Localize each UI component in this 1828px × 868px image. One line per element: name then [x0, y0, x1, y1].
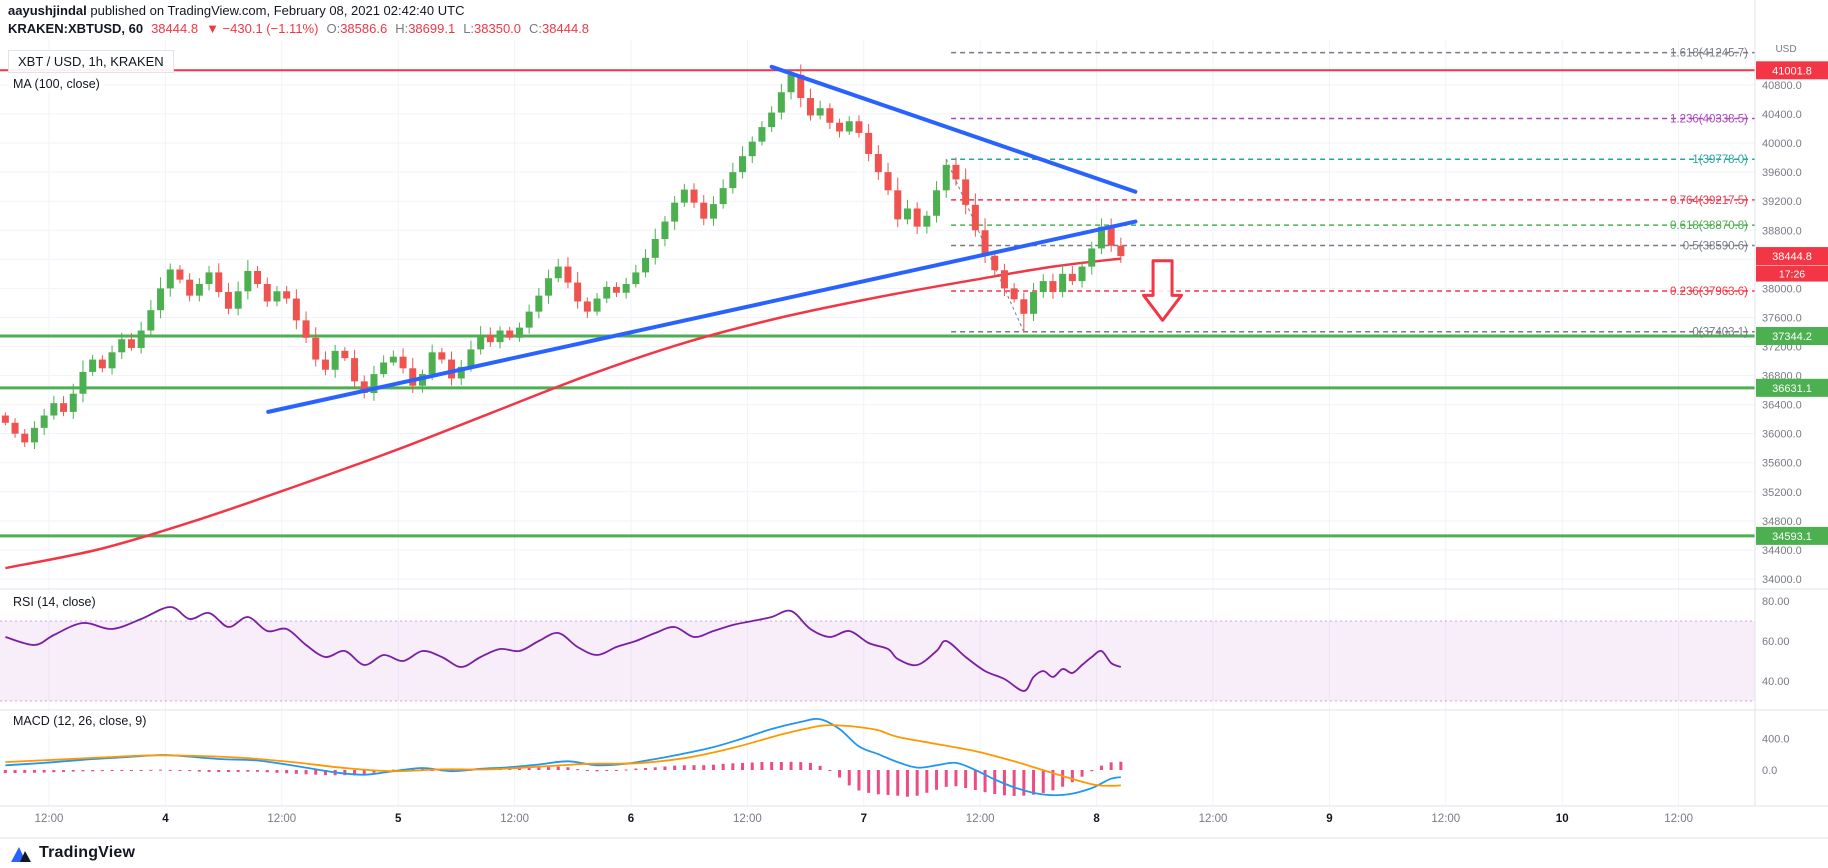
- time-axis[interactable]: 12:00 4 12:00 5 12:00 6 12:00 7 12:00 8 12:00 9 12:0…: [35, 813, 1693, 825]
- last-price-badge: 38444.8: [1756, 247, 1828, 266]
- svg-text:38444.8: 38444.8: [1772, 251, 1812, 263]
- publisher-name: aayushjindal: [8, 3, 87, 18]
- time-tick: 12:00: [500, 813, 529, 825]
- fib-label-1: 1(39778.0): [1692, 154, 1748, 166]
- macd-legend[interactable]: MACD (12, 26, close, 9): [9, 713, 151, 729]
- time-tick: 12:00: [733, 813, 762, 825]
- time-tick: 8: [1093, 813, 1100, 825]
- time-tick: 4: [162, 813, 169, 825]
- price-tick: 35200.0: [1762, 487, 1802, 499]
- publish-date: February 08, 2021 02:42:40 UTC: [273, 3, 465, 18]
- price-tick: 36000.0: [1762, 429, 1802, 441]
- ohlc-close: C:38444.8: [529, 21, 590, 36]
- svg-text:17:26: 17:26: [1779, 269, 1805, 281]
- time-tick: 12:00: [966, 813, 995, 825]
- fib-label-0.618: 0.618(38870.8): [1670, 220, 1748, 232]
- macd-tick: 0.0: [1762, 765, 1777, 777]
- macd-histogram: [3, 761, 1123, 797]
- fib-connector: [945, 159, 1025, 332]
- rsi-tick: 40.00: [1762, 676, 1790, 688]
- ma-legend[interactable]: MA (100, close): [9, 76, 104, 92]
- axis-badge-36631.1: 36631.1: [1756, 378, 1828, 397]
- rsi-legend[interactable]: RSI (14, close): [9, 594, 100, 610]
- time-tick: 5: [395, 813, 402, 825]
- time-tick: 7: [861, 813, 867, 825]
- fib-label-1.236: 1.236(40338.5): [1670, 113, 1748, 125]
- svg-text:37344.2: 37344.2: [1772, 331, 1812, 343]
- axis-badge-34593.1: 34593.1: [1756, 526, 1828, 545]
- price-tick: 35600.0: [1762, 458, 1802, 470]
- axis-badge-41001.8: 41001.8: [1756, 61, 1828, 80]
- fib-retracement[interactable]: [945, 51, 1755, 333]
- rsi-band: [0, 620, 1755, 702]
- last-price-text: 38444.8: [151, 21, 199, 36]
- time-tick: 6: [628, 813, 634, 825]
- symbol-info-bar: KRAKEN:XBTUSD, 60 38444.8 ▼ −430.1 (−1.1…: [8, 21, 589, 36]
- macd-signal-line[interactable]: [5, 724, 1121, 787]
- price-tick: 34000.0: [1762, 574, 1802, 586]
- macd-line[interactable]: [5, 717, 1121, 797]
- time-tick: 9: [1326, 813, 1332, 825]
- countdown-badge: 17:26: [1756, 265, 1828, 282]
- grid: [0, 40, 1755, 806]
- svg-text:34593.1: 34593.1: [1772, 531, 1812, 543]
- price-tick: 40400.0: [1762, 109, 1802, 121]
- axis-unit-label: USD: [1775, 44, 1796, 55]
- price-change-text: ▼ −430.1 (−1.11%): [206, 21, 319, 36]
- rsi-tick: 80.00: [1762, 596, 1790, 608]
- time-tick: 12:00: [1199, 813, 1228, 825]
- ohlc-high: H:38699.1: [395, 21, 456, 36]
- macd-tick: 400.0: [1762, 733, 1790, 745]
- price-tick: 37600.0: [1762, 312, 1802, 324]
- rsi-line[interactable]: [5, 606, 1122, 692]
- rsi-tick: 60.00: [1762, 636, 1790, 648]
- price-tick: 40000.0: [1762, 138, 1802, 150]
- time-tick: 10: [1556, 813, 1569, 825]
- fib-label-1.618: 1.618(41245.7): [1670, 48, 1748, 60]
- publish-info: aayushjindal published on TradingView.co…: [8, 3, 464, 18]
- descending-trendline[interactable]: [769, 64, 1138, 194]
- time-tick: 12:00: [267, 813, 296, 825]
- price-tick: 36400.0: [1762, 400, 1802, 412]
- symbol-name: KRAKEN:XBTUSD, 60: [8, 21, 144, 36]
- candles[interactable]: [1, 64, 1125, 450]
- price-tick: 39600.0: [1762, 167, 1802, 179]
- indicator-axis[interactable]: 80.00 60.00 40.00 400.0 0.0: [1762, 596, 1790, 777]
- price-tick: 39200.0: [1762, 196, 1802, 208]
- time-tick: 12:00: [35, 813, 64, 825]
- down-arrow-drawing[interactable]: [1142, 259, 1184, 322]
- ohlc-open: O:38586.6: [326, 21, 388, 36]
- svg-text:41001.8: 41001.8: [1772, 65, 1812, 77]
- publish-text: published on TradingView.com,: [86, 3, 274, 18]
- axis-badge-37344.2: 37344.2: [1756, 327, 1828, 346]
- fib-label-0: 0(37403.1): [1692, 327, 1748, 339]
- fib-label-0.764: 0.764(39217.5): [1670, 195, 1748, 207]
- price-tick: 38000.0: [1762, 283, 1802, 295]
- tradingview-logo-icon: [11, 847, 31, 862]
- panel-separators: [0, 0, 1828, 839]
- fib-label-0.236: 0.236(37963.6): [1670, 286, 1748, 298]
- price-tick: 38800.0: [1762, 225, 1802, 237]
- price-tick: 34800.0: [1762, 516, 1802, 528]
- fib-label-0.5: 0.5(38590.6): [1683, 240, 1748, 252]
- chart-legend[interactable]: XBT / USD, 1h, KRAKEN: [8, 50, 174, 73]
- price-tick: 40800.0: [1762, 80, 1802, 92]
- svg-text:36631.1: 36631.1: [1772, 383, 1812, 395]
- tradingview-logo[interactable]: TradingView: [10, 842, 135, 864]
- time-tick: 12:00: [1664, 813, 1693, 825]
- time-tick: 12:00: [1431, 813, 1460, 825]
- ma-100-line[interactable]: [5, 257, 1121, 570]
- price-axis[interactable]: 34000.0 34400.0 34800.0 35200.0 35600.0 36000…: [1762, 44, 1802, 586]
- price-tick: 34400.0: [1762, 545, 1802, 557]
- tradingview-wordmark: TradingView: [39, 844, 136, 861]
- ohlc-low: L:38350.0: [463, 21, 522, 36]
- ascending-trendline[interactable]: [266, 219, 1138, 414]
